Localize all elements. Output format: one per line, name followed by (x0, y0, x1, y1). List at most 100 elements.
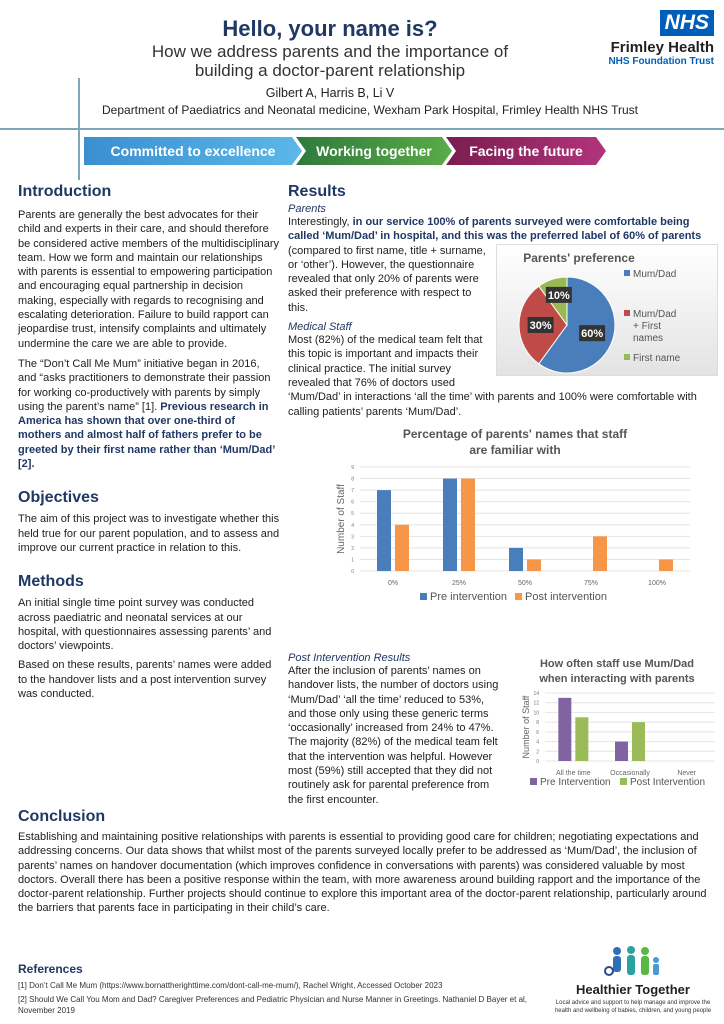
y-tick-label: 4 (351, 523, 354, 529)
paragraph: The “Don’t Call Me Mum” initiative began… (18, 357, 280, 471)
results-section: Results Parents Parents' preference 60% 3… (288, 183, 718, 605)
parents-text: Interestingly, in our service 100% of pa… (288, 215, 718, 315)
org-name: Frimley Health (610, 39, 714, 56)
legend-swatch (515, 592, 522, 600)
bar (395, 524, 409, 571)
banner-label: Facing the future (469, 143, 583, 159)
y-tick-label: 8 (536, 720, 539, 726)
paragraph: Parents are generally the best advocates… (18, 209, 280, 350)
poster-subtitle: How we address parents and the importanc… (100, 42, 560, 80)
y-tick-label: 7 (351, 488, 354, 494)
bar (615, 741, 628, 761)
y-tick-label: 9 (351, 465, 354, 471)
bar (527, 559, 541, 571)
data-label: 60% (581, 328, 603, 340)
bold-text: in our service 100% of parents surveyed … (288, 216, 702, 243)
paragraph: Based on these results, parents’ names w… (18, 659, 272, 701)
x-tick-label: 0% (388, 580, 398, 587)
x-tick-label: Occasionally (610, 770, 650, 777)
post-intervention-label: Post Intervention Results (288, 652, 411, 664)
family-icon (604, 946, 659, 976)
parents-label: Parents (288, 203, 326, 215)
authors: Gilbert A, Harris B, Li V (265, 86, 395, 100)
section-heading: Objectives (18, 489, 99, 507)
trust-name: NHS Foundation Trust (608, 56, 714, 67)
data-label-bg (579, 325, 606, 342)
legend-label: First name (633, 353, 681, 364)
text: Interestingly, (288, 216, 353, 228)
bar (377, 489, 391, 571)
introduction-section: Introduction Parents are generally the b… (18, 183, 280, 471)
legend-label: Pre Intervention (540, 777, 611, 788)
x-tick-label: 75% (584, 580, 598, 587)
y-tick-label: 5 (351, 511, 354, 517)
subtitle-line: How we address parents and the importanc… (151, 42, 509, 61)
chart-title: Percentage of parents' names that staff a… (403, 427, 628, 457)
objectives-section: Objectives The aim of this project was t… (18, 489, 280, 555)
data-label: 30% (530, 320, 552, 332)
bar (509, 547, 523, 571)
title-line: How often staff use Mum/Dad (540, 658, 694, 670)
bar (558, 697, 572, 761)
x-tick-label: 100% (648, 580, 666, 587)
text: The “Don’t Call Me Mum” initiative began… (18, 357, 271, 413)
y-tick-label: 10 (533, 710, 539, 716)
y-tick-label: 0 (536, 759, 539, 765)
pie-slice (538, 276, 616, 374)
methods-section: Methods An initial single time point sur… (18, 573, 280, 701)
x-tick-label: Never (677, 770, 696, 777)
y-tick-label: 8 (351, 476, 354, 482)
section-heading: Methods (18, 573, 84, 591)
title-line: when interacting with parents (538, 673, 694, 685)
legend-swatch (624, 354, 630, 360)
legend-swatch (420, 592, 427, 600)
legend-label: Post Intervention (630, 777, 705, 788)
medical-staff-text: Most (82%) of the medical team felt that… (288, 334, 697, 418)
banner-working: Working together (296, 137, 452, 165)
y-tick-label: 0 (351, 569, 354, 575)
bar (575, 717, 589, 761)
logo-name: Healthier Together (576, 982, 690, 997)
legend-swatch (624, 310, 630, 316)
medical-staff-label: Medical Staff (288, 321, 352, 334)
y-tick-label: 4 (536, 740, 539, 746)
x-tick-label: All the time (556, 770, 591, 777)
spacer (717, 215, 718, 244)
legend-label: Mum/Dad + First names (633, 309, 676, 344)
left-column: Introduction Parents are generally the b… (18, 183, 280, 701)
banner-future: Facing the future (446, 137, 606, 165)
results-heading: Results (288, 183, 346, 200)
y-axis-label: Number of Staff (336, 484, 347, 554)
y-tick-label: 1 (351, 557, 354, 563)
bar-chart-svg: Percentage of parents' names that staff a… (336, 427, 690, 603)
conclusion-section: Conclusion Establishing and maintaining … (18, 808, 714, 916)
paragraph: The aim of this project was to investiga… (18, 513, 280, 554)
divider-vertical (78, 78, 80, 180)
chart-title: Parents' preference (523, 251, 635, 265)
nhs-logo-mark: NHS (659, 10, 714, 36)
banner-committed: Committed to excellence (84, 137, 302, 165)
y-tick-label: 14 (533, 691, 539, 697)
reference-item: [2] Should We Call You Mom and Dad? Care… (18, 995, 528, 1015)
y-tick-label: 2 (536, 749, 539, 755)
x-tick-label: 50% (518, 580, 532, 587)
data-label-bg (527, 317, 554, 333)
pie-svg: Parents' preference 60% 30% 10% Mum/Dad Mum… (518, 251, 681, 374)
y-axis-label: Number of Staff (521, 695, 531, 758)
y-tick-label: 12 (533, 701, 539, 707)
y-tick-label: 6 (351, 500, 354, 506)
data-label: 10% (548, 290, 570, 302)
legend-label: Pre intervention (430, 591, 507, 603)
bar (593, 536, 607, 571)
poster-title: Hello, your name is? (222, 16, 438, 41)
banner-label: Committed to excellence (110, 143, 276, 159)
title-line: Percentage of parents' names that staff (403, 427, 628, 441)
legend-swatch (530, 778, 537, 785)
bar-chart-familiar: Percentage of parents' names that staff a… (310, 425, 700, 605)
bar (443, 478, 457, 571)
data-label-bg (545, 286, 572, 303)
section-heading: Introduction (18, 183, 112, 200)
section-heading: Conclusion (18, 808, 106, 825)
chart-title: How often staff use Mum/Dad when interact… (538, 658, 694, 685)
post-intervention-section: Post Intervention Results After the incl… (288, 652, 500, 807)
